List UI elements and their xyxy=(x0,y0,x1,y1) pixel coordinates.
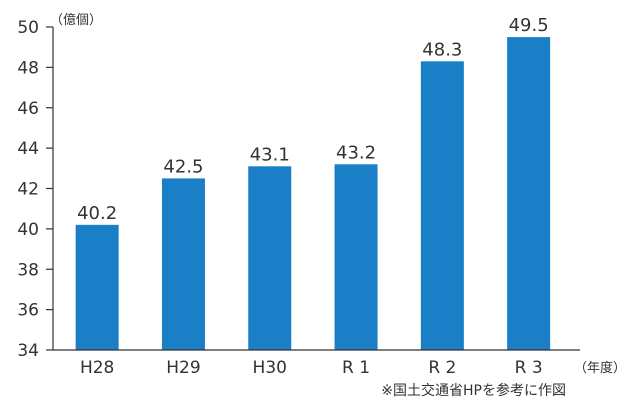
y-axis-unit: （億個） xyxy=(50,12,102,28)
y-tick-label: 44 xyxy=(17,139,39,159)
data-label: 42.5 xyxy=(163,156,203,177)
bar xyxy=(248,166,292,350)
x-tick-label: R 1 xyxy=(342,358,370,378)
x-tick-label: R 2 xyxy=(428,358,456,378)
bar xyxy=(507,37,551,350)
x-tick-label: H28 xyxy=(80,358,114,378)
data-label: 49.5 xyxy=(509,15,549,36)
x-tick-label: R 3 xyxy=(515,358,543,378)
x-tick-label: H29 xyxy=(166,358,200,378)
y-tick-label: 46 xyxy=(17,99,39,119)
y-tick-label: 42 xyxy=(17,180,39,200)
source-note: ※国土交通省HPを参考に作図 xyxy=(381,382,566,399)
y-tick-label: 48 xyxy=(17,58,39,78)
data-label: 43.1 xyxy=(250,144,290,165)
bar xyxy=(75,224,119,350)
y-tick-label: 34 xyxy=(17,341,39,361)
y-tick-label: 50 xyxy=(17,18,39,38)
x-axis-unit: （年度） xyxy=(574,360,622,376)
x-tick-label: H30 xyxy=(253,358,287,378)
data-label: 43.2 xyxy=(336,142,376,163)
bar xyxy=(334,164,378,350)
y-axis-ticks: 34 36 38 40 42 44 46 48 50 xyxy=(17,18,53,361)
x-axis-ticks: H28 H29 H30 R 1 R 2 R 3 xyxy=(80,358,543,378)
data-labels: 40.2 42.5 43.1 43.2 48.3 49.5 xyxy=(77,15,549,224)
y-tick-label: 36 xyxy=(17,301,39,321)
bar xyxy=(161,178,205,350)
bar xyxy=(420,61,464,350)
data-label: 40.2 xyxy=(77,203,117,224)
y-tick-label: 38 xyxy=(17,260,39,280)
bars xyxy=(75,37,551,350)
data-label: 48.3 xyxy=(422,39,462,60)
y-tick-label: 40 xyxy=(17,220,39,240)
